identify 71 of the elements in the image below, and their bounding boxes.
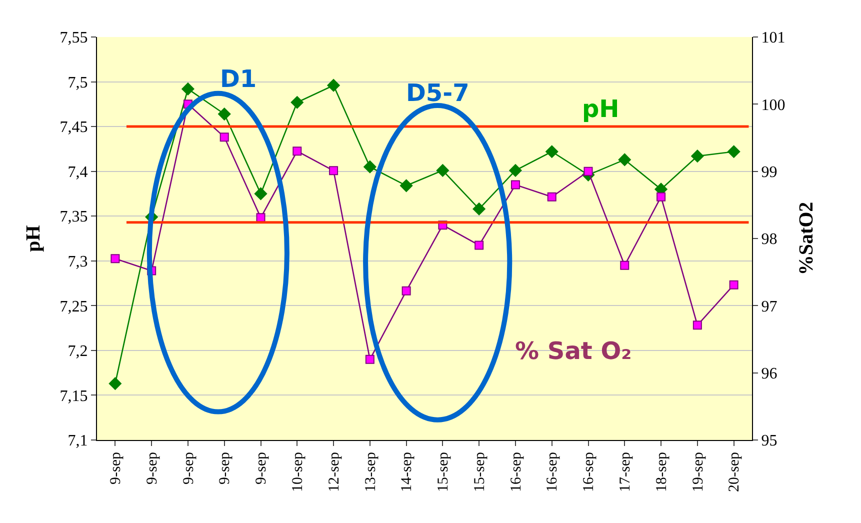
point (618, 153, 631, 166)
point (110, 254, 120, 264)
point (290, 96, 304, 109)
point (256, 213, 266, 222)
x-tick-label: 9-sep (254, 452, 270, 484)
x-tick-label: 18-sep (654, 452, 670, 492)
point (365, 354, 374, 364)
point (691, 150, 704, 162)
y-axis-title: pH (22, 224, 44, 252)
point (510, 180, 520, 190)
point (656, 192, 666, 202)
y-tick-label: 7,35 (60, 208, 88, 226)
y2-tick-label: 96 (761, 365, 778, 382)
point (329, 166, 338, 176)
point (436, 164, 450, 177)
x-tick-label: 12-sep (326, 452, 342, 492)
x-tick-label: 15-sep (472, 452, 488, 492)
point (182, 82, 194, 96)
point (546, 145, 558, 158)
point (292, 146, 302, 156)
y2-tick-label: 101 (761, 30, 786, 47)
x-tick-label: 16-sep (544, 452, 561, 492)
y-tick-label: 7,55 (60, 30, 88, 47)
x-tick-label: 9-sep (144, 452, 160, 484)
y-tick-label: 7,2 (68, 343, 88, 360)
x-tick-label: 17-sep (618, 452, 634, 492)
y2-tick-label: 100 (761, 96, 786, 114)
y2-tick-label: 97 (761, 298, 778, 316)
annotation: D5-7 (406, 79, 470, 107)
annotation: % Sat O₂ (515, 337, 632, 365)
point (108, 377, 122, 390)
x-tick-label: 15-sep (436, 452, 452, 492)
point (220, 132, 229, 142)
point (509, 164, 522, 177)
point (547, 192, 556, 202)
x-tick-label: 19-sep (690, 452, 706, 492)
y2-tick-label: 95 (761, 432, 778, 450)
point (254, 187, 268, 200)
point (584, 166, 593, 176)
x-tick-label: 14-sep (399, 452, 416, 492)
point (729, 280, 738, 290)
y-tick-label: 7,1 (68, 432, 88, 450)
y2-tick-label: 99 (761, 164, 778, 181)
x-tick-label: 10-sep (290, 452, 306, 492)
point (402, 286, 411, 296)
point (727, 145, 740, 158)
y-tick-label: 7,15 (60, 388, 88, 405)
y-tick-label: 7,4 (68, 164, 88, 181)
y-tick-label: 7,3 (68, 253, 88, 270)
y2-axis-title: %SatO2 (796, 202, 818, 276)
point (472, 202, 486, 216)
point (474, 240, 484, 250)
y-tick-label: 7,5 (68, 74, 88, 92)
x-tick-label: 16-sep (581, 452, 598, 492)
y-tick-label: 7,45 (60, 119, 88, 136)
point (364, 160, 376, 174)
x-tick-label: 16-sep (508, 452, 524, 492)
x-tick-label: 9-sep (217, 452, 234, 484)
point (327, 79, 340, 92)
point (692, 320, 702, 330)
point (620, 260, 630, 270)
x-tick-label: 13-sep (362, 452, 379, 492)
point (218, 108, 231, 120)
y2-tick-label: 98 (761, 231, 778, 248)
x-tick-label: 9-sep (108, 452, 124, 484)
x-tick-label: 20-sep (726, 452, 743, 492)
annotation: D1 (220, 65, 257, 93)
x-tick-label: 9-sep (180, 452, 197, 484)
y-tick-label: 7,25 (60, 298, 88, 316)
point (400, 179, 413, 192)
annotation: pH (582, 95, 620, 123)
